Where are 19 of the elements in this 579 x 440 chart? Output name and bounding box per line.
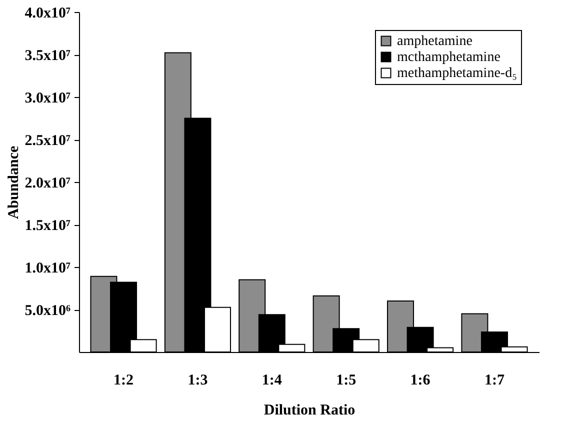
y-tick-label: 3.5x10⁷: [24, 48, 71, 64]
x-tick-label: 1:5: [336, 372, 356, 388]
y-tick-label: 4.0x10⁷: [24, 6, 71, 22]
x-tick-label: 1:6: [410, 372, 431, 388]
legend-label: amphetamine: [397, 34, 472, 49]
y-tick-label: 1.0x10⁷: [24, 260, 71, 276]
y-tick-label: 1.5x10⁷: [24, 218, 71, 234]
x-tick-label: 1:7: [484, 372, 505, 388]
x-axis-title: Dilution Ratio: [264, 402, 356, 418]
y-tick-label: 2.5x10⁷: [24, 133, 71, 149]
y-axis-title: Abundance: [6, 145, 22, 220]
y-tick-label: 5.0x10⁶: [24, 303, 71, 319]
x-tick-label: 1:2: [114, 372, 134, 388]
y-tick-label: 2.0x10⁷: [24, 176, 71, 192]
legend-label: methamphetamine-d₅: [397, 66, 518, 81]
y-tick-label: 3.0x10⁷: [24, 90, 71, 106]
x-tick-label: 1:3: [188, 372, 208, 388]
legend-label: mcthamphetamine: [397, 50, 500, 65]
x-tick-label: 1:4: [262, 372, 282, 388]
